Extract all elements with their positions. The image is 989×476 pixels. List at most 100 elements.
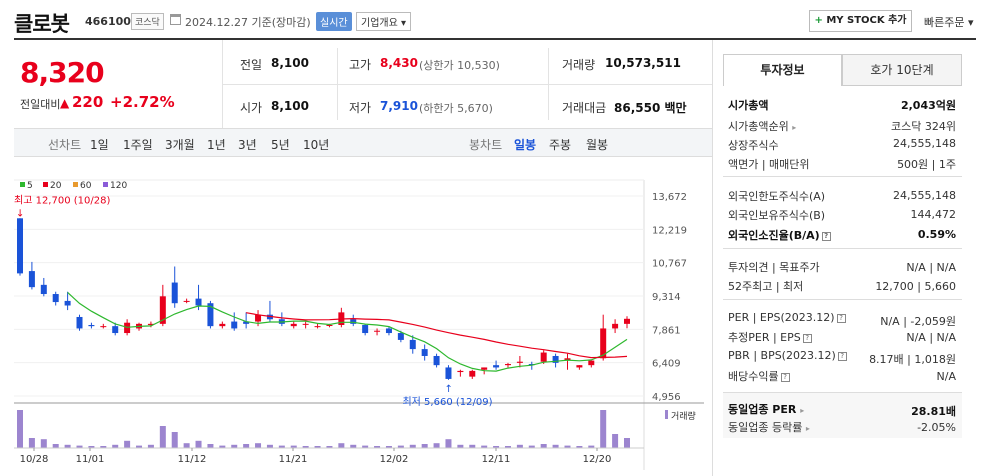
period-1w[interactable]: 1주일 <box>123 138 153 152</box>
mcap-rank-label[interactable]: 시가총액순위 ▸ <box>728 118 796 134</box>
pbr-text: PBR | BPS(2023.12) <box>728 349 836 362</box>
candle-body <box>504 364 511 366</box>
quick-order-button[interactable]: 빠른주문 ▾ <box>924 16 974 29</box>
panel-divider <box>712 40 713 476</box>
volume-bar <box>409 444 416 448</box>
high-value: 8,430 <box>380 56 418 70</box>
candle-body <box>100 326 107 328</box>
chevron-right-icon: ▸ <box>800 406 805 415</box>
max-price-label: 최고 12,700 (10/28) <box>14 194 110 206</box>
period-3m[interactable]: 3개월 <box>165 138 195 152</box>
volume-bar <box>612 434 619 448</box>
period-daily[interactable]: 일봉 <box>514 138 537 152</box>
help-icon[interactable]: ? <box>821 231 831 241</box>
volume-bar <box>362 445 369 448</box>
volume-bar <box>243 444 250 448</box>
low-value: 7,910 <box>380 99 418 113</box>
ind-per-label[interactable]: 동일업종 PER ▸ <box>728 401 804 417</box>
candle-body <box>326 325 333 327</box>
down-arrow-icon: ↓ <box>16 208 24 219</box>
tab-orderbook[interactable]: 호가 10단계 <box>842 54 962 86</box>
change-value: 220 <box>72 93 104 111</box>
foreign-hold-value: 144,472 <box>910 208 957 221</box>
period-10y[interactable]: 10년 <box>303 138 330 152</box>
par-value: 500원 | 1주 <box>897 158 956 171</box>
volume-bar <box>100 446 107 448</box>
volume-bar <box>278 445 285 448</box>
price-chart: 13,672 12,219 10,767 9,314 7,861 6,409 4,956 5 2… <box>14 179 704 470</box>
w52-value: 12,700 | 5,660 <box>875 280 956 293</box>
candle-body <box>17 218 23 274</box>
period-bar <box>14 128 712 157</box>
period-1y[interactable]: 1년 <box>207 138 226 152</box>
industry-box <box>723 392 962 438</box>
y-tick-label: 9,314 <box>652 292 681 303</box>
help-icon[interactable]: ? <box>837 351 847 361</box>
candle-body <box>88 325 95 327</box>
candle-body <box>469 370 476 377</box>
period-weekly[interactable]: 주봉 <box>549 138 572 152</box>
line-chart-label: 선차트 <box>48 138 82 152</box>
candle-body <box>457 370 464 373</box>
period-5y[interactable]: 5년 <box>271 138 290 152</box>
volume-bar <box>124 440 131 448</box>
candle-chart-label: 봉차트 <box>469 138 503 152</box>
volume-bar <box>421 444 428 448</box>
y-tick-label: 12,219 <box>652 225 687 236</box>
volume-bar <box>397 445 404 448</box>
y-tick-label: 7,861 <box>652 325 681 336</box>
foreign-ratio-label: 외국인소진율(B/A)? <box>728 227 831 243</box>
add-mystock-button[interactable]: + MY STOCK 추가 <box>809 10 912 32</box>
volume-bar <box>374 446 381 448</box>
ind-chg-value: -2.05% <box>917 421 956 434</box>
y-tick-label: 4,956 <box>652 392 681 403</box>
realtime-button[interactable]: 실시간 <box>316 12 352 31</box>
company-overview-dropdown[interactable]: 기업개요 ▾ <box>356 12 411 31</box>
chevron-right-icon: ▸ <box>792 123 797 132</box>
change-label: 전일대비 <box>20 98 61 111</box>
section-divider <box>723 176 962 177</box>
help-icon[interactable]: ? <box>780 372 790 382</box>
volume-bar <box>17 410 23 448</box>
candle-body <box>516 361 523 363</box>
candle-body <box>64 300 71 306</box>
candle-body <box>231 321 238 329</box>
shares-value: 24,555,148 <box>893 137 956 150</box>
volume-bar <box>588 445 595 448</box>
candle-body <box>612 323 619 329</box>
high-label: 고가 <box>349 58 372 72</box>
foreign-ratio-text: 외국인소진율(B/A) <box>728 229 820 242</box>
help-icon[interactable]: ? <box>836 313 846 323</box>
volume-bar <box>600 410 607 448</box>
period-1d[interactable]: 1일 <box>90 138 109 152</box>
tab-invest-info[interactable]: 투자정보 <box>723 54 842 86</box>
period-monthly[interactable]: 월봉 <box>586 138 609 152</box>
legend-swatch <box>43 182 48 187</box>
candle-body <box>255 314 262 322</box>
ma20-line <box>245 312 628 359</box>
candle-body <box>147 323 154 326</box>
volume-bar <box>445 439 452 448</box>
header-divider <box>14 38 976 40</box>
amount-value: 86,550 백만 <box>614 101 687 115</box>
volume-bar <box>28 438 35 448</box>
ind-chg-label[interactable]: 동일업종 등락률 ▸ <box>728 419 810 435</box>
stock-code: 466100 <box>85 15 131 28</box>
candle-body <box>314 326 321 328</box>
volume-bar <box>112 444 119 448</box>
min-price-label: 최저 5,660 (12/09) <box>402 396 492 408</box>
help-icon[interactable]: ? <box>802 333 812 343</box>
opinion-label: 투자의견 | 목표주가 <box>728 261 820 274</box>
shares-label: 상장주식수 <box>728 139 779 152</box>
div-text: 배당수익률 <box>728 370 779 383</box>
x-tick-label: 12/20 <box>583 454 612 465</box>
x-tick-label: 10/28 <box>20 454 49 465</box>
est-per-text: 추정PER | EPS <box>728 331 801 344</box>
candle-body <box>28 271 35 288</box>
candle-body <box>624 318 630 324</box>
volume-bar <box>326 446 333 448</box>
mcap-value: 2,043억원 <box>900 99 956 112</box>
est-per-value: N/A | N/A <box>906 331 956 344</box>
legend-swatch <box>73 182 78 187</box>
period-3y[interactable]: 3년 <box>238 138 257 152</box>
